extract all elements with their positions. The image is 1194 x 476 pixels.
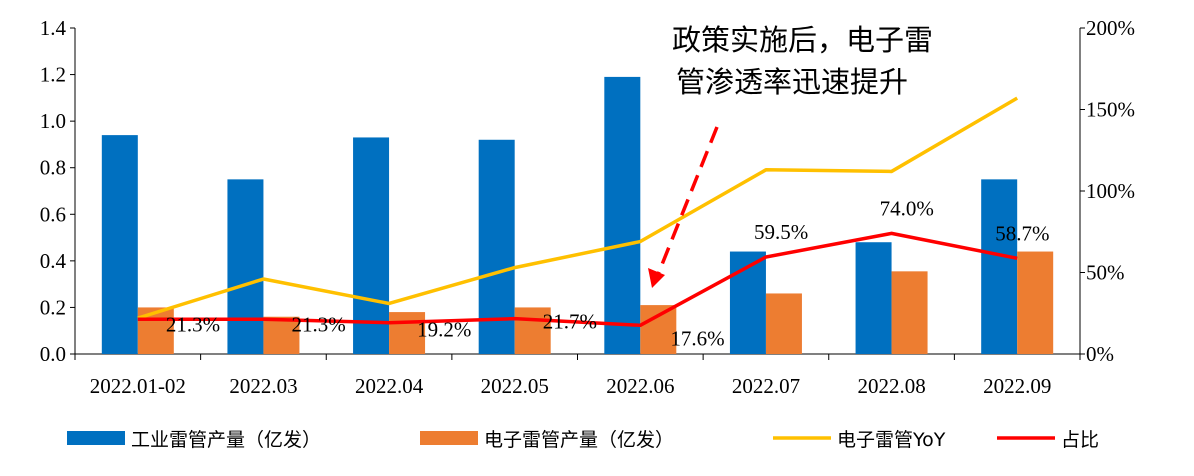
data-label-share: 74.0% <box>880 196 934 220</box>
legend-item-electronic: 电子雷管产量（亿发） <box>420 429 674 451</box>
y-left-tick-label: 1.2 <box>40 63 66 87</box>
x-axis: 2022.01-02 2022.03 2022.04 2022.05 2022.06 20… <box>74 353 1081 398</box>
bar-electronic <box>640 305 677 354</box>
bar-industrial <box>353 137 390 354</box>
line-share <box>137 231 1018 328</box>
bar-electronic <box>765 293 802 354</box>
legend: 工业雷管产量（亿发） 电子雷管产量（亿发） 电子雷管YoY 占比 <box>67 429 1099 451</box>
legend-label-share: 占比 <box>1061 429 1099 451</box>
data-label-share: 17.6% <box>670 326 724 350</box>
legend-item-share: 占比 <box>997 429 1099 451</box>
y-right-tick-label: 50% <box>1086 261 1125 285</box>
bar-industrial <box>981 179 1018 354</box>
legend-swatch-electronic <box>420 431 478 445</box>
annotation: 政策实施后，电子雷 管渗透率迅速提升 <box>648 23 933 288</box>
data-label-share: 19.2% <box>417 318 471 342</box>
legend-item-yoy: 电子雷管YoY <box>773 429 946 451</box>
legend-label-yoy: 电子雷管YoY <box>837 429 946 451</box>
bar-industrial <box>478 139 515 354</box>
data-label-share: 58.7% <box>995 221 1049 245</box>
annotation-line-1: 政策实施后，电子雷 <box>672 23 933 57</box>
data-label-share: 21.3% <box>166 312 220 336</box>
bar-industrial <box>227 179 264 354</box>
x-tick-label: 2022.07 <box>732 374 800 398</box>
line-yoy <box>137 96 1019 320</box>
lines-group <box>137 96 1019 328</box>
data-label-share: 59.5% <box>754 220 808 244</box>
y-left-tick-label: 0.6 <box>40 202 66 226</box>
annotation-line-2: 管渗透率迅速提升 <box>676 65 908 99</box>
x-tick-label: 2022.06 <box>606 374 674 398</box>
y-right-tick-label: 200% <box>1086 16 1135 40</box>
x-tick-label: 2022.04 <box>355 374 424 398</box>
bar-electronic <box>263 316 300 354</box>
bar-industrial <box>604 76 641 355</box>
y-axis-left: 0.0 0.2 0.4 0.6 0.8 1.0 1.2 1.4 <box>40 16 76 366</box>
bar-industrial <box>855 242 892 354</box>
x-tick-label: 2022.01-02 <box>90 374 186 398</box>
bar-electronic <box>891 271 928 354</box>
y-right-tick-label: 0% <box>1086 342 1114 366</box>
bars-group <box>101 76 1054 355</box>
y-right-tick-label: 150% <box>1086 98 1135 122</box>
legend-label-electronic: 电子雷管产量（亿发） <box>484 429 674 451</box>
legend-swatch-industrial <box>67 431 125 445</box>
data-labels-group: 21.3% 21.3% 19.2% 21.7% 17.6% 59.5% 74.0% 58.7% <box>166 196 1050 350</box>
annotation-arrow <box>655 126 719 278</box>
bar-industrial <box>101 135 138 354</box>
y-axis-right: 0% 50% 100% 150% 200% <box>1079 16 1135 366</box>
bar-electronic <box>514 307 551 354</box>
x-tick-label: 2022.05 <box>481 374 549 398</box>
y-left-tick-label: 1.4 <box>40 16 67 40</box>
y-left-tick-label: 0.2 <box>40 295 66 319</box>
y-left-tick-label: 0.4 <box>40 249 67 273</box>
y-left-tick-label: 0.8 <box>40 156 66 180</box>
y-left-tick-label: 0.0 <box>40 342 66 366</box>
y-left-tick-label: 1.0 <box>40 109 66 133</box>
legend-label-industrial: 工业雷管产量（亿发） <box>131 429 321 451</box>
x-tick-label: 2022.03 <box>229 374 297 398</box>
annotation-arrowhead <box>648 268 665 288</box>
bar-electronic <box>389 312 426 354</box>
legend-item-industrial: 工业雷管产量（亿发） <box>67 429 321 451</box>
x-tick-label: 2022.08 <box>857 374 925 398</box>
y-right-tick-label: 100% <box>1086 179 1135 203</box>
data-label-share: 21.3% <box>291 312 345 336</box>
data-label-share: 21.7% <box>543 310 597 334</box>
x-tick-label: 2022.09 <box>983 374 1051 398</box>
bar-electronic <box>1017 251 1054 354</box>
